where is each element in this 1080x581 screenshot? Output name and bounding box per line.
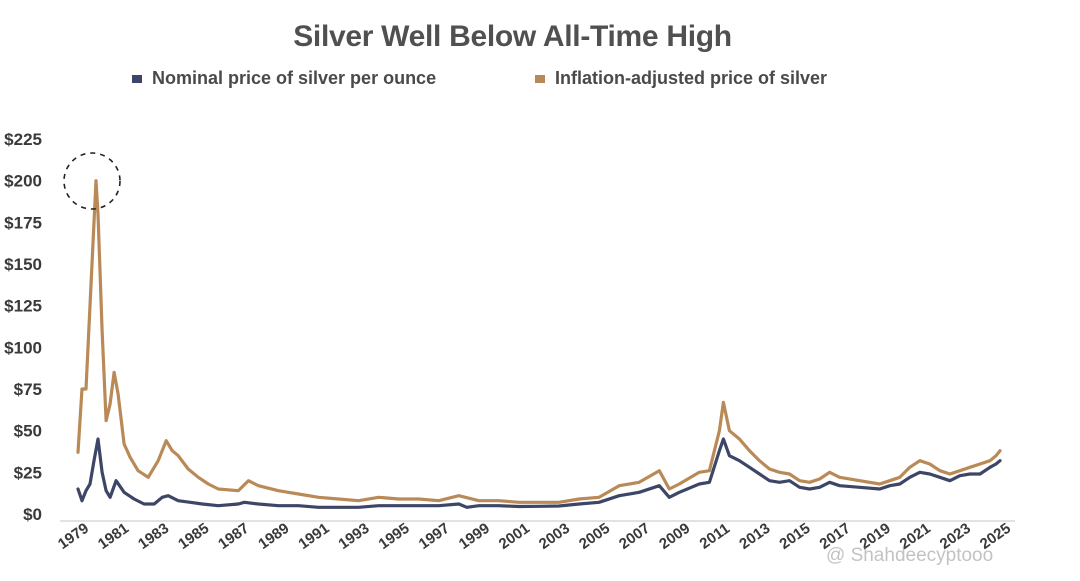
- x-tick-label: 1993: [335, 520, 372, 553]
- x-tick-label: 2015: [776, 520, 813, 553]
- x-tick-label: 2013: [736, 520, 773, 553]
- y-tick-label: $100: [4, 338, 42, 357]
- x-tick-label: 1983: [135, 520, 172, 553]
- x-tick-label: 2007: [616, 520, 653, 553]
- series-line-inflation-adjusted: [76, 179, 1002, 504]
- x-tick-label: 1999: [456, 520, 493, 553]
- y-tick-label: $225: [4, 130, 42, 149]
- chart-title: Silver Well Below All-Time High: [293, 20, 732, 53]
- series-line-nominal: [76, 437, 1002, 509]
- x-tick-label: 1981: [95, 520, 132, 553]
- x-tick-label: 2009: [656, 520, 693, 553]
- y-tick-label: $200: [4, 172, 42, 191]
- x-tick-label: 1989: [255, 520, 292, 553]
- x-tick-label: 2003: [536, 520, 573, 553]
- x-tick-label: 1997: [416, 520, 453, 553]
- series-layer: [76, 179, 1002, 509]
- y-axis: $0 $25 $50 $75 $100 $125 $150 $175 $200 $225: [4, 130, 42, 524]
- watermark-text: @ Shahdeecyptooo: [826, 545, 994, 566]
- peak-annotation-circle: [63, 152, 121, 210]
- y-tick-label: $0: [23, 505, 42, 524]
- y-tick-label: $125: [4, 297, 42, 316]
- x-tick-label: 2005: [576, 520, 613, 553]
- x-tick-label: 1979: [55, 520, 92, 553]
- legend-item-nominal: Nominal price of silver per ounce: [132, 68, 436, 89]
- legend-swatch-nominal: [132, 74, 142, 83]
- x-tick-label: 2011: [697, 520, 733, 553]
- y-tick-label: $75: [14, 380, 42, 399]
- x-tick-label: 1995: [376, 520, 413, 553]
- y-tick-label: $150: [4, 255, 42, 274]
- x-tick-label: 1987: [215, 520, 252, 553]
- x-tick-label: 2001: [496, 520, 533, 553]
- legend-swatch-inflation-adjusted: [535, 74, 545, 83]
- y-tick-label: $25: [14, 463, 42, 482]
- legend-label-inflation-adjusted: Inflation-adjusted price of silver: [555, 68, 828, 88]
- x-tick-label: 1991: [295, 520, 332, 553]
- legend-item-inflation-adjusted: Inflation-adjusted price of silver: [535, 68, 827, 89]
- y-tick-label: $175: [4, 213, 42, 232]
- y-tick-label: $50: [14, 422, 42, 441]
- x-tick-label: 1985: [175, 520, 212, 553]
- legend-label-nominal: Nominal price of silver per ounce: [152, 68, 437, 88]
